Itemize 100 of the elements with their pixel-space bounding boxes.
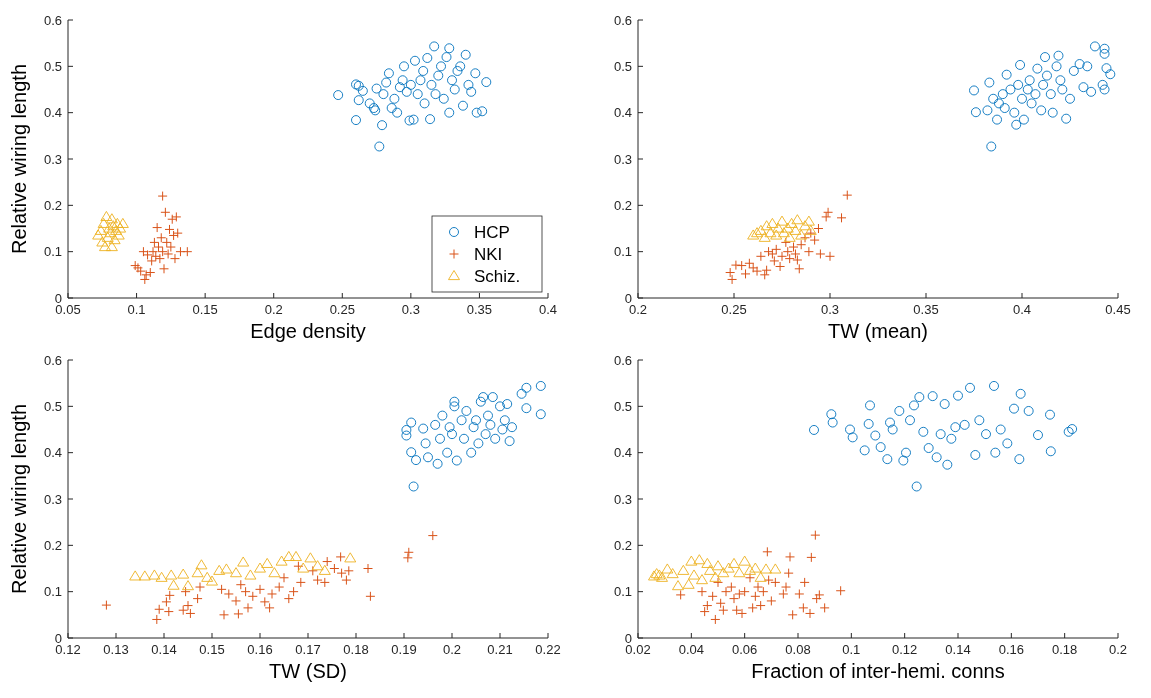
point (946, 433, 957, 444)
point (988, 93, 999, 104)
point (487, 392, 498, 403)
point (233, 608, 244, 619)
point (481, 77, 492, 88)
point (1065, 93, 1075, 104)
point (970, 450, 981, 460)
point (845, 424, 855, 435)
point (1018, 114, 1029, 125)
point (747, 602, 758, 613)
point (129, 570, 142, 581)
y-tick-label: 0.1 (613, 244, 632, 260)
point (100, 210, 113, 221)
point (1042, 70, 1052, 81)
y-tick-label: 0.3 (43, 151, 62, 167)
point (1097, 79, 1108, 90)
point (377, 120, 388, 131)
point (237, 556, 250, 567)
y-tick-label: 0.2 (43, 537, 62, 553)
point (842, 190, 853, 201)
point (182, 246, 193, 257)
point (721, 586, 731, 597)
point (145, 267, 156, 278)
legend-label: Schiz. (474, 266, 521, 286)
point (1001, 69, 1012, 80)
point (475, 396, 486, 407)
x-tick-label: 0.15 (199, 642, 225, 657)
y-axis-title: Relative wiring length (8, 63, 30, 255)
point (794, 588, 805, 599)
point (449, 396, 460, 407)
x-tick-label: 0.4 (1012, 302, 1032, 317)
point (882, 454, 893, 465)
point (177, 568, 190, 579)
x-axis-title: TW (mean) (828, 320, 928, 342)
point (781, 222, 794, 233)
x-tick-label: 0.2 (442, 642, 462, 657)
point (859, 445, 870, 456)
point (411, 455, 421, 466)
point (408, 481, 419, 492)
point (206, 575, 218, 586)
point (815, 248, 826, 259)
point (103, 222, 116, 233)
point (154, 253, 165, 264)
point (96, 236, 109, 247)
point (463, 79, 474, 90)
point (456, 415, 467, 426)
point (914, 392, 925, 403)
point (995, 424, 1006, 435)
point (782, 246, 793, 257)
point (535, 381, 546, 391)
point (982, 105, 993, 116)
point (990, 447, 1001, 458)
point (374, 141, 385, 152)
y-tick-label: 0 (624, 290, 632, 306)
point (419, 98, 430, 109)
point (392, 107, 403, 118)
point (776, 215, 788, 226)
point (791, 214, 804, 225)
point (154, 604, 165, 615)
point (449, 401, 460, 412)
point (713, 577, 723, 588)
point (159, 263, 169, 274)
x-tick-label: 0.2 (264, 302, 283, 317)
point (420, 438, 431, 449)
point (770, 577, 781, 588)
point (749, 562, 762, 573)
point (365, 591, 376, 602)
point (353, 95, 364, 106)
point (470, 68, 481, 79)
x-axis-title: TW (SD) (269, 660, 347, 682)
point (436, 61, 446, 72)
point (704, 564, 716, 575)
point (437, 410, 448, 421)
point (279, 572, 289, 583)
point (715, 598, 726, 609)
x-tick-label: 0.2 (1108, 642, 1128, 657)
point (152, 222, 163, 233)
point (410, 55, 420, 66)
point (802, 215, 815, 226)
point (935, 429, 946, 440)
point (1045, 409, 1055, 420)
point (403, 547, 414, 558)
point (1011, 119, 1022, 130)
point (1030, 89, 1041, 100)
y-axis-title: Relative wiring length (8, 403, 30, 595)
point (898, 455, 909, 466)
point (887, 424, 898, 435)
point (499, 415, 510, 426)
point (733, 567, 746, 578)
point (435, 433, 445, 444)
point (148, 569, 161, 580)
point (736, 260, 747, 271)
y-tick-label: 0.2 (43, 197, 62, 213)
point (783, 231, 796, 242)
y-tick-label: 0.6 (43, 12, 62, 28)
point (734, 588, 745, 599)
point (717, 567, 730, 578)
point (693, 554, 706, 565)
point (171, 211, 182, 222)
point (381, 77, 392, 88)
